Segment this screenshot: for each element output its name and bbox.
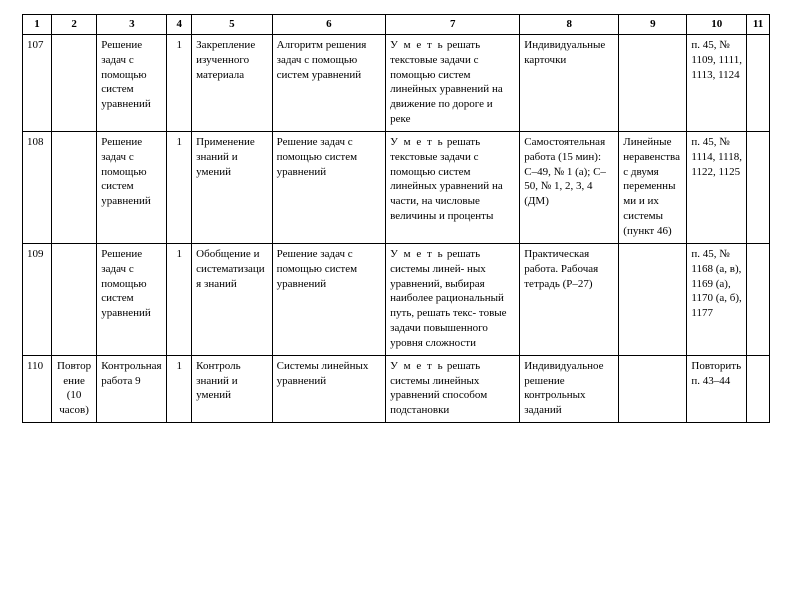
goal-prefix: У м е т ь <box>390 39 444 51</box>
table-row: 108 Решение задач с помощью систем уравн… <box>23 131 770 243</box>
table-row: 110 Повторение (10 часов) Контрольная ра… <box>23 355 770 422</box>
cell-content: Решение задач с помощью систем уравнений <box>272 131 385 243</box>
cell-hours: 1 <box>167 131 192 243</box>
cell-control: Практическая работа. Рабочая тетрадь (Р–… <box>520 243 619 355</box>
cell-hours: 1 <box>167 243 192 355</box>
cell-note <box>747 131 770 243</box>
col-10-header: 10 <box>687 15 747 35</box>
lesson-plan-table: 1 2 3 4 5 6 7 8 9 10 11 107 Решение зада… <box>22 14 770 423</box>
col-8-header: 8 <box>520 15 619 35</box>
col-11-header: 11 <box>747 15 770 35</box>
goal-prefix: У м е т ь <box>390 360 444 372</box>
cell-section <box>51 34 96 131</box>
cell-content: Системы линейных уравнений <box>272 355 385 422</box>
goal-text: решать текстовые задачи с помощью систем… <box>390 39 503 125</box>
col-9-header: 9 <box>619 15 687 35</box>
cell-extra <box>619 34 687 131</box>
cell-type: Обобщение и систематизация знаний <box>192 243 272 355</box>
cell-control: Индивидуальное решение контрольных задан… <box>520 355 619 422</box>
cell-section <box>51 131 96 243</box>
goal-text: решать системы линей- ных уравнений, выб… <box>390 248 506 349</box>
cell-lesson-no: 109 <box>23 243 52 355</box>
cell-type: Контроль знаний и умений <box>192 355 272 422</box>
cell-section: Повторение (10 часов) <box>51 355 96 422</box>
col-3-header: 3 <box>97 15 167 35</box>
cell-extra <box>619 243 687 355</box>
cell-goal: У м е т ь решать системы линей- ных урав… <box>386 243 520 355</box>
cell-topic: Решение задач с помощью систем уравнений <box>97 243 167 355</box>
cell-homework: п. 45, № 1109, 1111, 1113, 1124 <box>687 34 747 131</box>
cell-extra <box>619 355 687 422</box>
col-4-header: 4 <box>167 15 192 35</box>
header-row: 1 2 3 4 5 6 7 8 9 10 11 <box>23 15 770 35</box>
cell-control: Самостоятельная работа (15 мин): С–49, №… <box>520 131 619 243</box>
cell-content: Алгоритм решения задач с помощью систем … <box>272 34 385 131</box>
cell-lesson-no: 110 <box>23 355 52 422</box>
cell-goal: У м е т ь решать текстовые задачи с помо… <box>386 131 520 243</box>
col-5-header: 5 <box>192 15 272 35</box>
cell-homework: п. 45, № 1114, 1118, 1122, 1125 <box>687 131 747 243</box>
cell-goal: У м е т ь решать текстовые задачи с помо… <box>386 34 520 131</box>
col-1-header: 1 <box>23 15 52 35</box>
cell-section <box>51 243 96 355</box>
cell-note <box>747 355 770 422</box>
cell-extra: Линейные неравенства с двумя переменными… <box>619 131 687 243</box>
cell-lesson-no: 107 <box>23 34 52 131</box>
cell-lesson-no: 108 <box>23 131 52 243</box>
col-7-header: 7 <box>386 15 520 35</box>
table-body: 107 Решение задач с помощью систем уравн… <box>23 34 770 422</box>
cell-hours: 1 <box>167 34 192 131</box>
cell-topic: Решение задач с помощью систем уравнений <box>97 131 167 243</box>
cell-type: Применение знаний и умений <box>192 131 272 243</box>
cell-homework: п. 45, № 1168 (а, в), 1169 (а), 1170 (а,… <box>687 243 747 355</box>
goal-prefix: У м е т ь <box>390 248 444 260</box>
cell-control: Индивидуальные карточки <box>520 34 619 131</box>
cell-note <box>747 34 770 131</box>
table-row: 109 Решение задач с помощью систем уравн… <box>23 243 770 355</box>
cell-content: Решение задач с помощью систем уравнений <box>272 243 385 355</box>
cell-note <box>747 243 770 355</box>
cell-topic: Контрольная работа 9 <box>97 355 167 422</box>
goal-prefix: У м е т ь <box>390 136 444 148</box>
col-2-header: 2 <box>51 15 96 35</box>
cell-hours: 1 <box>167 355 192 422</box>
col-6-header: 6 <box>272 15 385 35</box>
goal-text: решать текстовые задачи с помощью систем… <box>390 136 503 222</box>
cell-topic: Решение задач с помощью систем уравнений <box>97 34 167 131</box>
cell-type: Закрепление изученного материала <box>192 34 272 131</box>
cell-homework: Повторить п. 43–44 <box>687 355 747 422</box>
cell-goal: У м е т ь решать системы линейных уравне… <box>386 355 520 422</box>
table-row: 107 Решение задач с помощью систем уравн… <box>23 34 770 131</box>
